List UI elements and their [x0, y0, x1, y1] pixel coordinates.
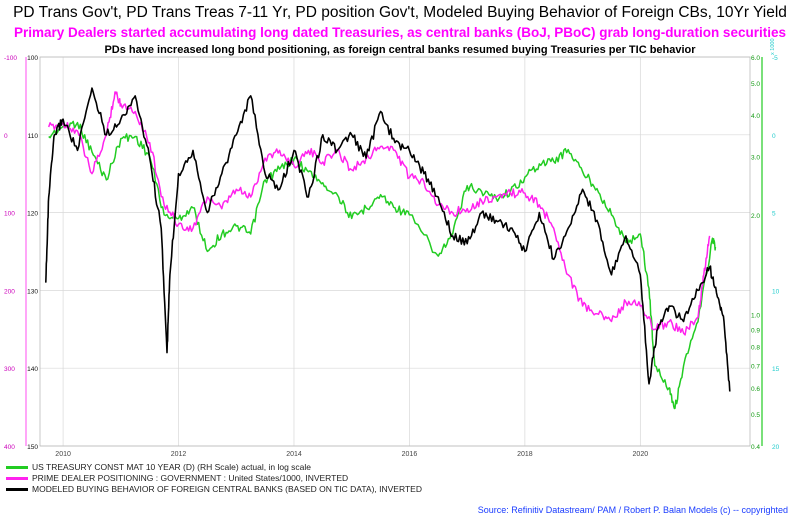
magenta-tick-label: 0 — [4, 133, 8, 140]
green-tick-label: 0.6 — [751, 386, 760, 393]
magenta-tick-label: 100 — [4, 211, 15, 218]
legend-swatch-green — [6, 466, 28, 470]
cyan-tick-label: 20 — [772, 444, 780, 451]
legend-label-yield: US TREASURY CONST MAT 10 YEAR (D) (RH Sc… — [32, 462, 312, 472]
series-line-yield — [48, 120, 717, 410]
x-tick-label: 2020 — [633, 451, 649, 458]
green-tick-label: 0.7 — [751, 364, 760, 371]
green-tick-label: 4.0 — [751, 113, 760, 120]
green-tick-label: 2.0 — [751, 213, 760, 220]
x-tick-label: 2018 — [517, 451, 533, 458]
green-tick-label: 0.8 — [751, 344, 760, 351]
cyan-tick-label: 5 — [772, 211, 776, 218]
cyan-tick-label: 10 — [772, 288, 780, 295]
black-tick-label: 100 — [27, 55, 38, 62]
magenta-tick-label: 200 — [4, 288, 15, 295]
black-tick-label: 150 — [27, 444, 38, 451]
legend-swatch-black — [6, 488, 28, 492]
black-tick-label: 110 — [28, 133, 39, 140]
magenta-tick-label: 300 — [4, 366, 15, 373]
black-tick-label: 140 — [27, 366, 38, 373]
chart-caption: PDs have increased long bond positioning… — [104, 44, 696, 56]
legend-item-pd: PRIME DEALER POSITIONING : GOVERNMENT : … — [6, 473, 422, 484]
green-tick-label: 0.5 — [751, 412, 760, 419]
green-tick-label: 5.0 — [751, 81, 760, 88]
green-tick-label: 0.4 — [751, 444, 760, 451]
legend-item-yield: US TREASURY CONST MAT 10 YEAR (D) (RH Sc… — [6, 462, 422, 473]
magenta-tick-label: 400 — [4, 444, 15, 451]
chart-title: PD Trans Gov't, PD Trans Treas 7-11 Yr, … — [13, 4, 787, 21]
series-lines — [45, 87, 731, 410]
green-tick-label: 1.0 — [751, 312, 760, 319]
series-line-pd-positioning — [47, 91, 711, 336]
x-tick-label: 2016 — [402, 451, 418, 458]
legend-label-cb: MODELED BUYING BEHAVIOR OF FOREIGN CENTR… — [32, 484, 422, 494]
cyan-tick-label: 15 — [772, 366, 780, 373]
x-tick-label: 2012 — [171, 451, 187, 458]
magenta-tick-label: -100 — [4, 55, 17, 62]
source-note: Source: Refinitiv Datastream/ PAM / Robe… — [477, 505, 788, 515]
legend: US TREASURY CONST MAT 10 YEAR (D) (RH Sc… — [6, 462, 422, 495]
green-tick-label: 3.0 — [751, 155, 760, 162]
green-tick-label: 0.9 — [751, 328, 760, 335]
black-tick-label: 130 — [27, 288, 38, 295]
x-tick-label: 2010 — [55, 451, 71, 458]
series-line-cb-buying — [45, 87, 731, 392]
plot-border — [39, 56, 751, 447]
cyan-tick-label: 0 — [772, 133, 776, 140]
axis-tick-labels: 2010 2012 2014 2016 2018 2020-100010020030040… — [4, 38, 780, 458]
black-tick-label: 120 — [27, 211, 38, 218]
cyan-axis-unit: x 1000 — [770, 38, 776, 55]
legend-label-pd: PRIME DEALER POSITIONING : GOVERNMENT : … — [32, 473, 349, 483]
plot-frame — [25, 56, 763, 447]
green-tick-label: 6.0 — [751, 55, 760, 62]
legend-swatch-magenta — [6, 477, 28, 481]
legend-item-cb: MODELED BUYING BEHAVIOR OF FOREIGN CENTR… — [6, 484, 422, 495]
cyan-tick-label: -5 — [772, 55, 778, 62]
chart-subtitle: Primary Dealers started accumulating lon… — [14, 25, 786, 40]
x-tick-label: 2014 — [286, 451, 302, 458]
